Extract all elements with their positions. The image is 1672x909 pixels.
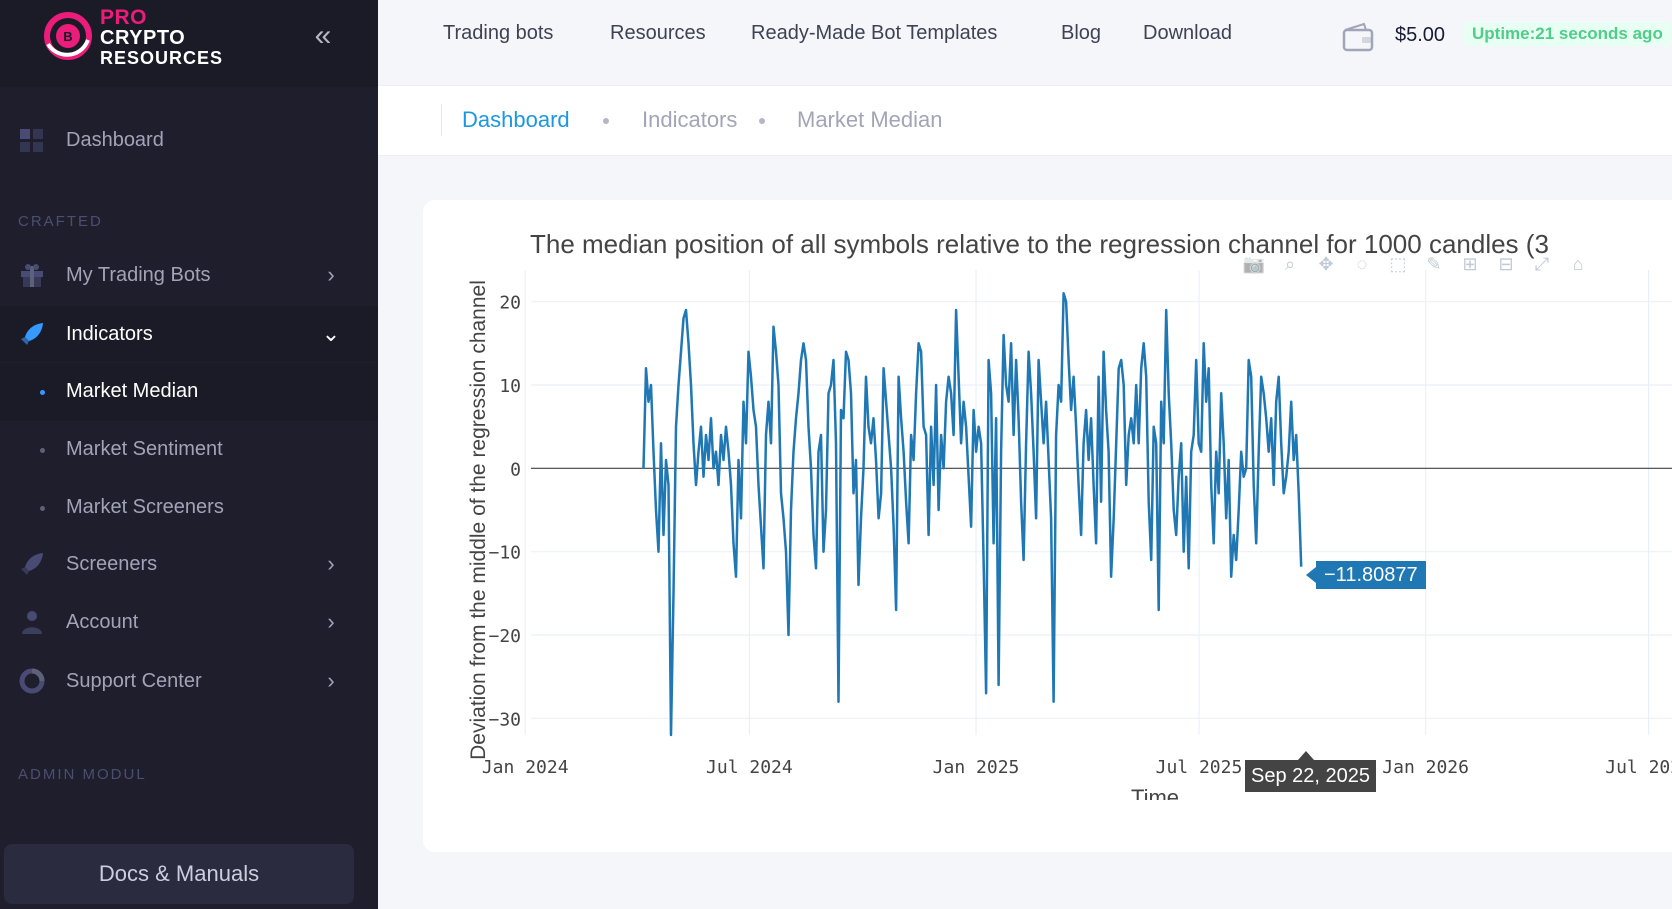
top-header <box>378 0 1672 86</box>
breadcrumb-separator-dot <box>603 118 609 124</box>
lasso-icon[interactable]: ◌ <box>1356 254 1368 274</box>
collapse-sidebar-icon[interactable]: « <box>314 19 332 52</box>
sidebar-subitem-label: Market Sentiment <box>66 438 223 460</box>
sidebar-item-label: Indicators <box>66 322 153 345</box>
y-tick-label: −10 <box>488 543 521 564</box>
sidebar-item-label: Account <box>66 610 139 633</box>
chevron-down-icon: ⌄ <box>321 321 341 346</box>
brand-line-3: RESOURCES <box>100 48 224 68</box>
x-axis-ticks: Jan 2024 Jul 2024 Jan 2025 Jul 2025 Jan 2026… <box>482 757 1672 778</box>
sidebar-item-my-trading-bots[interactable]: My Trading Bots › <box>0 247 378 303</box>
chevron-right-icon: › <box>327 668 335 693</box>
hover-value-pointer <box>1306 567 1316 583</box>
nav-download[interactable]: Download <box>1143 22 1232 44</box>
breadcrumb-divider <box>441 104 442 136</box>
y-axis-title: Deviation from the middle of the regress… <box>467 280 490 760</box>
sidebar-item-label: Support Center <box>66 669 202 692</box>
breadcrumb-market-median: Market Median <box>797 107 943 132</box>
zoom-icon[interactable]: ⌕ <box>1284 254 1296 274</box>
sidebar-subitem-market-sentiment[interactable]: Market Sentiment <box>0 421 378 479</box>
draw-icon[interactable]: ✎ <box>1426 254 1442 274</box>
pan-icon[interactable]: ✥ <box>1318 254 1334 274</box>
x-tick-label: Jul 2025 <box>1156 757 1243 778</box>
chevron-right-icon: › <box>327 262 335 287</box>
bullet-dot-icon <box>40 506 45 511</box>
market-median-chart[interactable]: Jan 2024 Jul 2024 Jan 2025 Jul 2025 Jan 2026… <box>423 200 1672 800</box>
y-axis-ticks: 20 10 0 −10 −20 −30 <box>488 293 521 731</box>
sidebar-item-account[interactable]: Account › <box>0 594 378 650</box>
y-tick-label: 20 <box>499 293 521 314</box>
nav-blog[interactable]: Blog <box>1061 22 1102 44</box>
sidebar-item-label: Dashboard <box>66 128 164 151</box>
series-line[interactable] <box>642 292 1303 737</box>
chevron-right-icon: › <box>327 551 335 576</box>
rocket-icon <box>21 553 43 575</box>
bullet-dot-icon <box>40 448 45 453</box>
x-tick-label: Jul 2026 <box>1605 757 1672 778</box>
sidebar-item-support-center[interactable]: Support Center › <box>0 653 378 709</box>
bullet-dot-icon <box>40 390 45 395</box>
camera-icon[interactable]: 📷 <box>1242 254 1266 274</box>
autoscale-icon[interactable]: ⤢ <box>1534 254 1550 274</box>
hover-date-pointer <box>1298 751 1314 760</box>
chart-gridlines <box>524 270 1672 735</box>
x-tick-label: Jan 2024 <box>482 757 569 778</box>
breadcrumb-separator-dot <box>759 118 765 124</box>
dashboard-grid-icon <box>20 129 43 152</box>
x-tick-label: Jan 2025 <box>933 757 1020 778</box>
breadcrumb-dashboard[interactable]: Dashboard <box>462 107 570 132</box>
y-tick-label: −30 <box>488 709 521 730</box>
box-select-icon[interactable]: ⬚ <box>1389 254 1407 274</box>
sidebar-item-indicators[interactable]: Indicators ⌄ <box>0 306 378 362</box>
svg-text:B: B <box>63 29 72 44</box>
y-tick-label: 0 <box>510 459 521 480</box>
home-icon[interactable]: ⌂ <box>1572 254 1584 274</box>
x-axis-title: Time <box>1131 785 1179 800</box>
chart-card <box>423 200 1672 852</box>
wallet-balance: $5.00 <box>1395 24 1446 46</box>
sidebar-subitem-market-median[interactable]: Market Median <box>0 363 378 421</box>
brand-logo-icon: B <box>44 12 92 60</box>
brand-line-1: PRO <box>100 6 148 29</box>
nav-ready-made-templates[interactable]: Ready-Made Bot Templates <box>751 22 998 44</box>
sidebar-item-label: Screeners <box>66 552 158 575</box>
nav-resources[interactable]: Resources <box>610 22 706 44</box>
sidebar-subitem-market-screeners[interactable]: Market Screeners <box>0 479 378 537</box>
hover-date-label: Sep 22, 2025 <box>1245 760 1376 792</box>
subheader <box>378 86 1672 156</box>
chart-title: The median position of all symbols relat… <box>530 229 1549 259</box>
brand-line-2: CRYPTO <box>100 27 186 49</box>
sidebar-item-label: My Trading Bots <box>66 263 211 286</box>
y-tick-label: 10 <box>499 376 521 397</box>
rocket-icon <box>21 323 43 345</box>
section-label-crafted: CRAFTED <box>18 213 103 230</box>
sidebar: B PRO CRYPTO RESOURCES « Dashboard CRAFT… <box>0 0 378 909</box>
zoom-in-icon[interactable]: ⊞ <box>1462 254 1478 274</box>
user-icon <box>22 611 42 634</box>
x-tick-label: Jul 2024 <box>706 757 793 778</box>
zoom-out-icon[interactable]: ⊟ <box>1498 254 1514 274</box>
sidebar-subitem-label: Market Median <box>66 380 199 402</box>
uptime-badge: Uptime:21 seconds ago <box>1464 22 1671 46</box>
sidebar-subitem-label: Market Screeners <box>66 496 224 518</box>
breadcrumb-indicators[interactable]: Indicators <box>642 107 738 132</box>
brand-wordmark: PRO CRYPTO RESOURCES <box>100 6 224 68</box>
nav-trading-bots[interactable]: Trading bots <box>443 22 554 44</box>
chart-modebar: 📷 ⌕ ✥ ◌ ⬚ ✎ ⊞ ⊟ ⤢ ⌂ <box>1240 252 1592 276</box>
sidebar-item-screeners[interactable]: Screeners › <box>0 536 378 592</box>
chevron-right-icon: › <box>327 609 335 634</box>
gift-icon <box>21 264 43 287</box>
y-tick-label: −20 <box>488 626 521 647</box>
logo-area: B PRO CRYPTO RESOURCES « <box>0 0 378 87</box>
wallet-icon[interactable] <box>1342 22 1374 52</box>
docs-manuals-button[interactable]: Docs & Manuals <box>4 844 354 904</box>
section-label-admin: ADMIN MODUL <box>18 766 147 783</box>
x-tick-label: Jan 2026 <box>1382 757 1469 778</box>
sidebar-item-dashboard[interactable]: Dashboard <box>0 112 378 168</box>
hover-value-label: −11.80877 <box>1316 561 1426 589</box>
support-lifebuoy-icon <box>19 668 45 694</box>
